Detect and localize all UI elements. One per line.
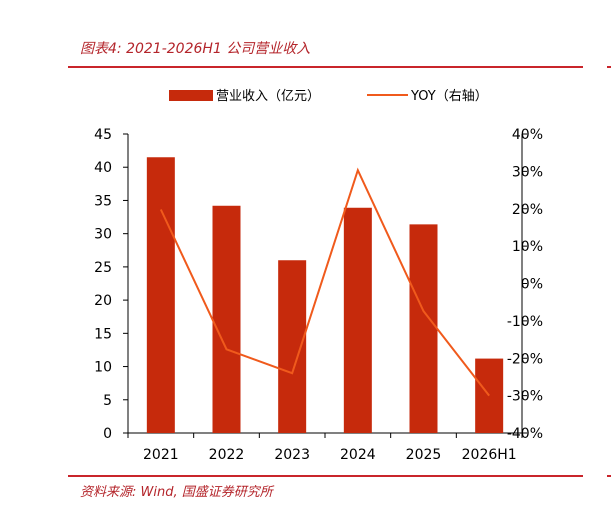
top-rule xyxy=(68,66,583,68)
x-axis-tick-label: 2026H1 xyxy=(462,447,517,463)
revenue-bar xyxy=(278,260,307,433)
left-axis-tick-label: 35 xyxy=(94,193,112,209)
left-axis-tick-label: 5 xyxy=(103,393,112,409)
figure-title: 图表4: 2021-2026H1 公司营业收入 xyxy=(80,41,311,57)
right-axis-tick-label: -30% xyxy=(507,389,543,405)
x-axis-tick-label: 2025 xyxy=(406,447,442,463)
revenue-bar xyxy=(409,224,438,433)
left-axis-tick-label: 0 xyxy=(103,426,112,442)
x-axis-tick-label: 2024 xyxy=(340,447,376,463)
source-note: 资料来源: Wind, 国盛证券研究所 xyxy=(80,485,273,500)
left-axis-tick-label: 10 xyxy=(94,360,112,376)
bottom-rule-edge-mark xyxy=(607,475,611,477)
right-axis-tick-label: 20% xyxy=(512,202,543,218)
x-axis-tick-label: 2022 xyxy=(209,447,245,463)
legend-line-label: YOY（右轴） xyxy=(410,89,488,104)
revenue-bar xyxy=(146,157,175,433)
revenue-bar xyxy=(475,358,504,433)
left-axis-tick-label: 20 xyxy=(94,293,112,309)
revenue-bar xyxy=(343,207,372,433)
left-axis-tick-label: 45 xyxy=(94,127,112,143)
right-axis-tick-label: -40% xyxy=(507,426,543,442)
left-axis-tick-label: 40 xyxy=(94,160,112,176)
yoy-line xyxy=(159,167,490,397)
right-axis-tick-label: 40% xyxy=(512,127,543,143)
right-axis-tick-label: -10% xyxy=(507,314,543,330)
bottom-rule xyxy=(68,475,583,477)
right-axis-tick-label: 30% xyxy=(512,164,543,180)
right-axis-tick-label: -20% xyxy=(507,351,543,367)
top-rule-edge-mark xyxy=(607,66,611,68)
left-axis-tick-label: 25 xyxy=(94,260,112,276)
legend-bar-swatch xyxy=(169,90,213,101)
legend-bar-label: 营业收入（亿元） xyxy=(216,89,320,104)
left-axis-tick-label: 30 xyxy=(94,227,112,243)
left-axis-tick-label: 15 xyxy=(94,326,112,342)
x-axis-tick-label: 2023 xyxy=(274,447,310,463)
right-axis-tick-label: 10% xyxy=(512,239,543,255)
x-axis-tick-label: 2021 xyxy=(143,447,179,463)
revenue-bar xyxy=(212,205,241,433)
right-axis-tick-label: 0% xyxy=(521,277,543,293)
